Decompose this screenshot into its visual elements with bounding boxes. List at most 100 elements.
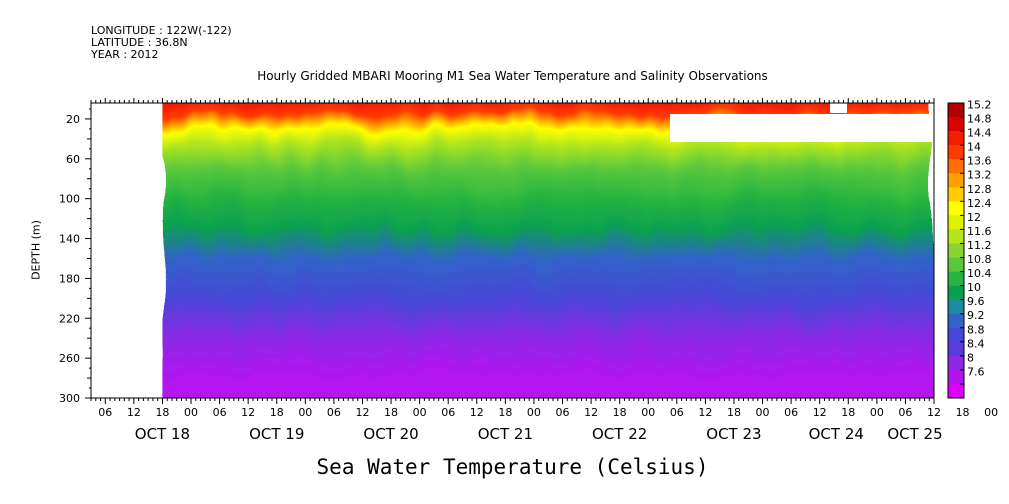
x-hour-label: 12 — [813, 406, 827, 419]
x-hour-label: 00 — [527, 406, 541, 419]
colorbar-swatch — [948, 327, 964, 343]
latitude-label: LATITUDE : 36.8N — [91, 36, 188, 49]
x-hour-label: 18 — [384, 406, 398, 419]
x-hour-label: 12 — [698, 406, 712, 419]
x-hour-label: 12 — [127, 406, 141, 419]
x-hour-label: 12 — [584, 406, 598, 419]
x-date-label: OCT 24 — [809, 425, 864, 443]
x-hour-label: 06 — [784, 406, 798, 419]
colorbar-level-label: 8.8 — [967, 323, 985, 336]
colorbar-swatch — [948, 131, 964, 146]
colorbar-level-label: 8 — [967, 351, 974, 364]
colorbar-swatch — [948, 313, 964, 329]
colorbar-swatch — [948, 355, 964, 371]
colorbar-level-label: 12 — [967, 211, 981, 224]
colorbar-level-label: 11.2 — [967, 239, 992, 252]
colorbar-level-label: 7.6 — [967, 365, 985, 378]
temperature-field — [162, 103, 934, 398]
x-hour-label: 00 — [641, 406, 655, 419]
colorbar-swatch — [948, 299, 964, 315]
x-date-label: OCT 19 — [249, 425, 304, 443]
colorbar-level-label: 14 — [967, 141, 981, 154]
x-hour-label: 06 — [327, 406, 341, 419]
x-hour-label: 12 — [470, 406, 484, 419]
colorbar-swatch — [948, 383, 964, 399]
colorbar: 15.214.814.41413.613.212.812.41211.611.2… — [947, 99, 992, 399]
colorbar-swatch — [948, 369, 964, 385]
y-tick-label: 300 — [59, 392, 80, 405]
year-label: YEAR : 2012 — [91, 48, 159, 61]
colorbar-level-label: 10.4 — [967, 267, 992, 280]
x-hour-label: 00 — [298, 406, 312, 419]
colorbar-level-label: 9.6 — [967, 295, 985, 308]
x-hour-label: 12 — [927, 406, 941, 419]
y-tick-label: 20 — [66, 113, 80, 126]
x-hour-label: 06 — [98, 406, 112, 419]
x-hour-label: 18 — [727, 406, 741, 419]
x-hour-label: 18 — [498, 406, 512, 419]
chart-title: Hourly Gridded MBARI Mooring M1 Sea Wate… — [257, 69, 768, 83]
x-hour-label: 12 — [241, 406, 255, 419]
colorbar-swatch — [948, 341, 964, 357]
colorbar-swatch — [948, 159, 964, 174]
x-hour-label: 06 — [556, 406, 570, 419]
longitude-label: LONGITUDE : 122W(-122) — [91, 24, 232, 37]
x-date-label: OCT 21 — [478, 425, 533, 443]
colorbar-level-label: 8.4 — [967, 337, 985, 350]
colorbar-swatch — [948, 201, 964, 216]
colorbar-level-label: 10 — [967, 281, 981, 294]
colorbar-level-label: 10.8 — [967, 253, 992, 266]
y-tick-label: 140 — [59, 233, 80, 246]
y-tick-label: 260 — [59, 352, 80, 365]
colorbar-swatch — [948, 117, 964, 132]
colorbar-level-label: 15.2 — [967, 99, 992, 112]
plot-frame — [90, 102, 935, 399]
x-hour-label: 18 — [613, 406, 627, 419]
colorbar-level-label: 13.2 — [967, 169, 992, 182]
x-hour-label: 00 — [756, 406, 770, 419]
x-date-label: OCT 20 — [363, 425, 418, 443]
colorbar-swatch — [948, 103, 964, 118]
y-tick-label: 220 — [59, 312, 80, 325]
x-hour-label: 18 — [956, 406, 970, 419]
colorbar-level-label: 14.4 — [967, 127, 992, 140]
x-hour-label: 06 — [441, 406, 455, 419]
colorbar-swatch — [948, 145, 964, 160]
colorbar-level-label: 12.4 — [967, 197, 992, 210]
colorbar-swatch — [948, 271, 964, 286]
x-hour-label: 18 — [841, 406, 855, 419]
chart-caption: Sea Water Temperature (Celsius) — [316, 455, 709, 479]
y-tick-label: 60 — [66, 153, 80, 166]
x-date-label: OCT 23 — [706, 425, 761, 443]
colorbar-level-label: 9.2 — [967, 309, 985, 322]
x-hour-label: 06 — [670, 406, 684, 419]
colorbar-swatch — [948, 215, 964, 230]
y-tick-label: 100 — [59, 193, 80, 206]
colorbar-level-label: 11.6 — [967, 225, 992, 238]
colorbar-level-label: 14.8 — [967, 113, 992, 126]
colorbar-level-label: 12.8 — [967, 183, 992, 196]
x-hour-label: 00 — [984, 406, 998, 419]
x-hour-label: 00 — [413, 406, 427, 419]
colorbar-level-label: 13.6 — [967, 155, 992, 168]
x-hour-label: 06 — [213, 406, 227, 419]
y-tick-label: 180 — [59, 272, 80, 285]
x-date-label: OCT 18 — [135, 425, 190, 443]
colorbar-swatch — [948, 187, 964, 202]
colorbar-frame — [947, 102, 965, 399]
x-hour-label: 18 — [270, 406, 284, 419]
x-date-label: OCT 22 — [592, 425, 647, 443]
x-hour-label: 18 — [155, 406, 169, 419]
colorbar-swatch — [948, 285, 964, 300]
colorbar-swatch — [948, 257, 964, 272]
x-hour-label: 00 — [184, 406, 198, 419]
x-hour-label: 00 — [870, 406, 884, 419]
x-axis: 06 12 18 00 06 12 18 00 06 12 18 00 06 12 18 00 06 12 18 00… — [90, 98, 998, 443]
colorbar-swatch — [948, 243, 964, 258]
y-axis: 20 60 100 140 180 220 260 300 — [59, 108, 91, 405]
missing-data-block — [670, 114, 934, 142]
colorbar-swatch — [948, 173, 964, 188]
x-date-label: OCT 25 — [887, 425, 942, 443]
missing-data-gap — [830, 103, 847, 113]
